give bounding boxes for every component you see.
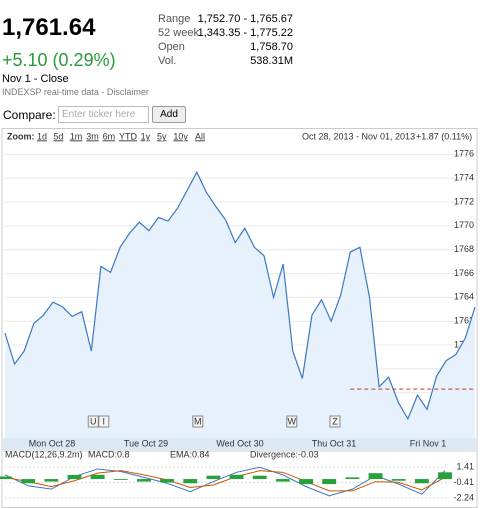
event-flag-label: U xyxy=(90,416,97,426)
divergence-bar xyxy=(0,476,12,480)
divergence-bar xyxy=(345,477,360,480)
legend-entry: Divergence:-0.03 xyxy=(250,449,319,459)
x-tick-label: Mon Oct 28 xyxy=(29,438,76,448)
divergence-bar xyxy=(137,479,151,482)
zoom-option[interactable]: 10y xyxy=(173,131,188,141)
x-tick-label: Fri Nov 1 xyxy=(410,438,447,448)
zoom-option[interactable]: 5d xyxy=(53,131,63,141)
compare-label: Compare: xyxy=(3,108,56,122)
stat-value: 538.31M xyxy=(250,55,293,67)
divergence-bar xyxy=(299,479,313,485)
area xyxy=(5,172,475,439)
x-tick-label: Tue Oct 29 xyxy=(124,438,168,448)
stat-label: 52 week xyxy=(158,27,199,39)
divergence-bar xyxy=(275,479,290,482)
stat-label: Range xyxy=(158,13,191,25)
range-change: +1.87 (0.11%) xyxy=(416,131,472,141)
event-flag[interactable] xyxy=(286,415,298,428)
macd-title: MACD(12,26,9.2m) xyxy=(5,449,83,459)
change: +5.10 (0.29%) xyxy=(2,50,116,70)
stat-value: 1,758.70 xyxy=(250,41,293,53)
x-tick-label: Thu Oct 31 xyxy=(312,438,357,448)
divergence-bar xyxy=(368,473,383,480)
event-flag[interactable] xyxy=(98,415,110,428)
zoom-option[interactable]: 1d xyxy=(37,131,47,141)
range-dates: Oct 28, 2013 - Nov 01, 2013 xyxy=(302,131,415,141)
divergence-bar xyxy=(90,474,105,480)
divergence-bar xyxy=(67,474,82,480)
source: INDEXSP real-time data - Disclaimer xyxy=(2,87,149,97)
ticker-input[interactable]: Enter ticker here xyxy=(58,106,149,123)
event-flag-label: W xyxy=(288,416,297,426)
stat-label: Vol. xyxy=(158,55,177,67)
y-tick-label: 1.41 xyxy=(456,462,474,472)
x-tick-label: Wed Oct 30 xyxy=(216,438,263,448)
zoom-option[interactable]: 1m xyxy=(70,131,83,141)
zoom-label: Zoom: xyxy=(7,131,35,141)
y-tick-label: 1764 xyxy=(454,292,474,302)
divergence-bar xyxy=(322,479,337,485)
date: Nov 1 - Close xyxy=(2,73,69,85)
divergence-bar xyxy=(44,479,59,482)
y-tick-label: 1762 xyxy=(454,316,474,326)
divergence-bar xyxy=(21,479,36,484)
divergence-bar xyxy=(391,479,406,481)
event-flag[interactable] xyxy=(329,415,341,428)
chart: Zoom: 1d 5d 1m 3m 6m YTD 1y 5y 10y All Oct 28, 2013… xyxy=(0,128,478,508)
stat-value: 1,343.35 - 1,775.22 xyxy=(197,27,293,39)
divergence-bar xyxy=(183,479,198,484)
zoom-option[interactable]: 6m xyxy=(103,131,116,141)
y-tick-label: 1770 xyxy=(454,220,474,230)
event-flag-label: M xyxy=(194,416,202,426)
y-tick-label: -2.24 xyxy=(453,492,474,502)
zoom-option[interactable]: 5y xyxy=(157,131,167,141)
zoom-option[interactable]: All xyxy=(195,131,205,141)
price: 1,761.64 xyxy=(2,14,96,41)
y-tick-label: 1768 xyxy=(454,244,474,254)
zoom-option[interactable]: YTD xyxy=(119,131,138,141)
divergence-bar xyxy=(113,479,128,480)
stat-value: 1,752.70 - 1,765.67 xyxy=(197,13,293,25)
y-tick-label: 1772 xyxy=(454,196,474,206)
divergence-bar xyxy=(206,475,221,480)
divergence-bar xyxy=(438,472,452,480)
macd-line xyxy=(4,470,446,492)
y-tick-label: 1774 xyxy=(454,173,474,183)
add-button[interactable]: Add xyxy=(152,106,186,123)
event-flag[interactable] xyxy=(192,415,204,428)
stat-label: Open xyxy=(158,41,185,53)
price-line xyxy=(4,170,476,421)
divergence-bar xyxy=(252,475,267,480)
event-flag-label: Z xyxy=(332,416,338,426)
y-tick-label: 1776 xyxy=(454,149,474,159)
divergence-bar xyxy=(229,474,244,480)
event-flag-label: I xyxy=(103,416,106,426)
divergence-bar xyxy=(160,479,175,483)
zoom-option[interactable]: 1y xyxy=(141,131,151,141)
legend-entry: MACD:0.8 xyxy=(88,449,130,459)
zoom-option[interactable]: 3m xyxy=(86,131,99,141)
event-flag[interactable] xyxy=(87,415,99,428)
legend-entry: EMA:0.84 xyxy=(170,449,210,459)
y-tick-label: -0.41 xyxy=(453,477,474,487)
y-tick-label: 1766 xyxy=(454,268,474,278)
divergence-bar xyxy=(414,479,429,484)
day-strip xyxy=(3,438,476,450)
